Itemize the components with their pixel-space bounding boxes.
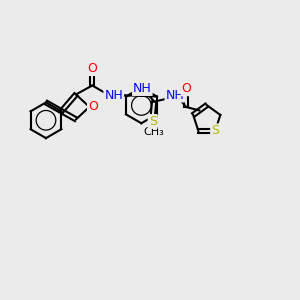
Text: CH₃: CH₃ (143, 127, 164, 137)
Text: NH: NH (104, 88, 123, 101)
Text: O: O (88, 100, 98, 113)
Text: S: S (211, 124, 219, 137)
Text: NH: NH (133, 82, 152, 95)
Text: S: S (149, 115, 157, 128)
Text: O: O (87, 62, 97, 75)
Text: O: O (182, 82, 191, 95)
Text: NH: NH (166, 88, 184, 101)
